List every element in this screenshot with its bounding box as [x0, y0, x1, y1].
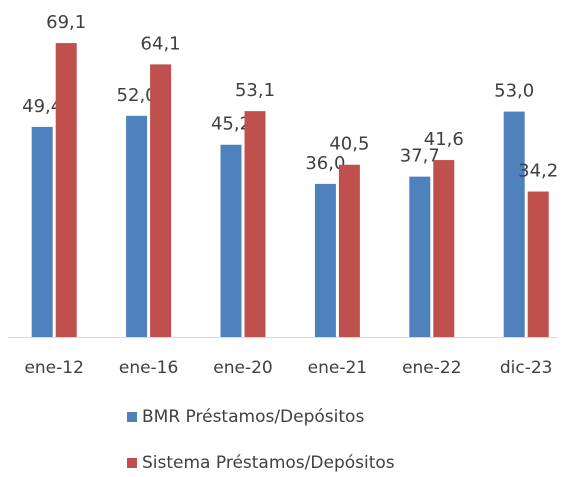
- value-label: 37,7: [400, 146, 440, 167]
- x-tick-label: ene-12: [24, 358, 83, 378]
- legend-label: Sistema Préstamos/Depósitos: [142, 453, 395, 473]
- x-tick-label: ene-21: [308, 358, 367, 378]
- bar: [150, 64, 172, 338]
- bar: [31, 126, 53, 337]
- bar: [220, 144, 242, 337]
- bar: [527, 191, 549, 337]
- x-tick-label: ene-16: [119, 358, 178, 378]
- value-label: 52,0: [117, 85, 157, 106]
- legend-label: BMR Préstamos/Depósitos: [142, 407, 364, 427]
- bar: [338, 164, 360, 337]
- legend-swatch: [127, 412, 137, 422]
- value-label: 64,1: [141, 33, 181, 54]
- x-tick-label: ene-20: [213, 358, 272, 378]
- value-label: 53,0: [494, 81, 534, 102]
- bar: [55, 43, 77, 337]
- value-label: 53,1: [235, 80, 275, 101]
- bar: [126, 115, 148, 338]
- bar: [314, 183, 336, 337]
- value-label: 40,5: [329, 134, 369, 155]
- value-label: 34,2: [518, 161, 558, 182]
- value-label: 45,2: [211, 114, 251, 135]
- legend-swatch: [127, 458, 137, 468]
- x-tick-label: ene-22: [402, 358, 461, 378]
- value-label: 41,6: [424, 129, 464, 150]
- value-label: 49,4: [22, 96, 62, 117]
- value-label: 36,0: [305, 153, 345, 174]
- bar: [433, 160, 455, 337]
- bar: [244, 111, 266, 337]
- x-tick-label: dic-23: [500, 358, 553, 378]
- bar: [409, 176, 431, 337]
- bar: [503, 111, 525, 337]
- value-label: 69,1: [46, 12, 86, 33]
